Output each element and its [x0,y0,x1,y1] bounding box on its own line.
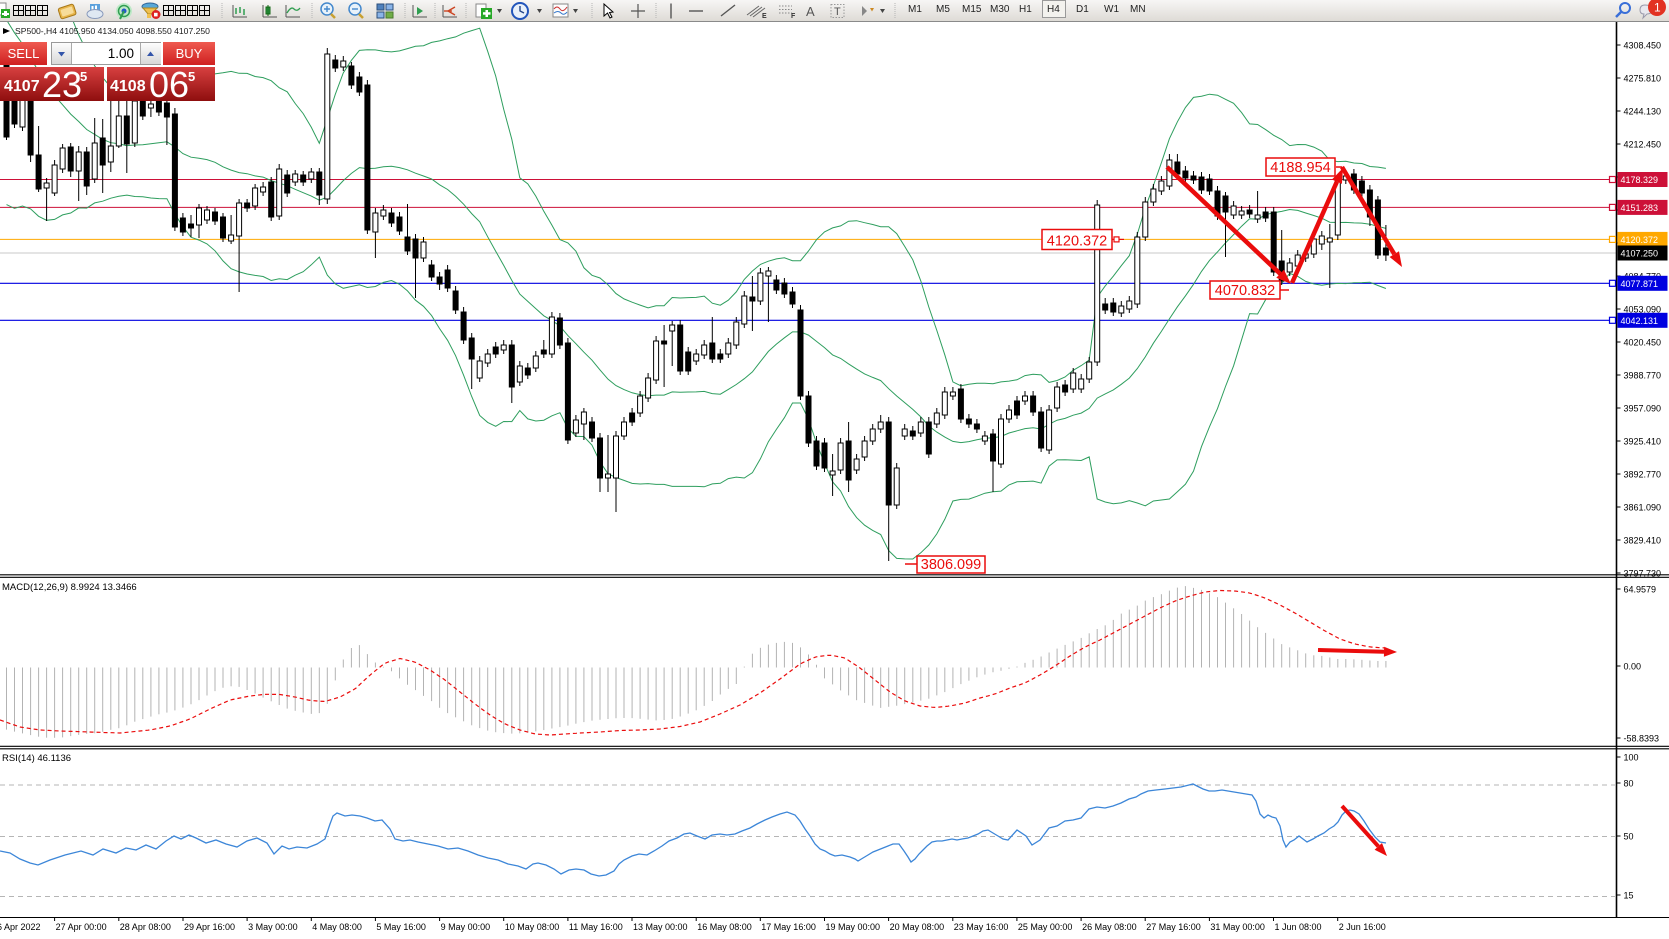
svg-text:MACD(12,26,9) 8.9924 13.3466: MACD(12,26,9) 8.9924 13.3466 [2,582,137,593]
svg-text:1: 1 [1654,1,1661,15]
svg-text:4244.130: 4244.130 [1624,107,1662,117]
svg-text:4188.954: 4188.954 [1270,160,1330,176]
svg-text:A: A [806,4,815,19]
svg-text:E: E [762,13,767,20]
svg-text:27 Apr 00:00: 27 Apr 00:00 [56,922,107,932]
svg-text:4107.250: 4107.250 [1621,249,1659,259]
svg-text:5 May 16:00: 5 May 16:00 [376,922,426,932]
svg-text:4212.450: 4212.450 [1624,140,1662,150]
svg-text:T: T [834,6,841,18]
svg-text:13 May 00:00: 13 May 00:00 [633,922,688,932]
svg-text:11 May 16:00: 11 May 16:00 [569,922,623,932]
svg-text:3797.730: 3797.730 [1624,569,1662,579]
svg-text:4042.131: 4042.131 [1621,316,1659,326]
svg-text:19 May 00:00: 19 May 00:00 [826,922,881,932]
svg-text:27 May 16:00: 27 May 16:00 [1146,922,1201,932]
svg-text:16 May 08:00: 16 May 08:00 [697,922,752,932]
svg-text:3 May 00:00: 3 May 00:00 [248,922,298,932]
svg-text:9 May 00:00: 9 May 00:00 [441,922,491,932]
svg-text:26 May 08:00: 26 May 08:00 [1082,922,1137,932]
svg-text:4151.283: 4151.283 [1621,203,1659,213]
svg-text:4053.090: 4053.090 [1624,305,1662,315]
svg-text:0.00: 0.00 [1624,662,1642,672]
svg-text:10 May 08:00: 10 May 08:00 [505,922,560,932]
svg-text:50: 50 [1624,832,1634,842]
svg-text:23 May 16:00: 23 May 16:00 [954,922,1009,932]
svg-text:-58.8393: -58.8393 [1624,734,1660,744]
svg-text:25 May 00:00: 25 May 00:00 [1018,922,1073,932]
svg-text:20 May 08:00: 20 May 08:00 [890,922,945,932]
svg-text:RSI(14) 46.1136: RSI(14) 46.1136 [2,753,71,764]
svg-text:4070.832: 4070.832 [1215,283,1275,299]
svg-text:3861.090: 3861.090 [1624,503,1662,513]
svg-text:26 Apr 2022: 26 Apr 2022 [0,922,41,932]
svg-text:SP500-,H4 4105.950 4134.050 4: SP500-,H4 4105.950 4134.050 4098.550 410… [15,26,210,36]
svg-text:F: F [791,13,796,20]
svg-text:4120.372: 4120.372 [1621,235,1659,245]
svg-text:1 Jun 08:00: 1 Jun 08:00 [1275,922,1322,932]
svg-text:3806.099: 3806.099 [921,557,981,573]
svg-text:4 May 08:00: 4 May 08:00 [312,922,362,932]
svg-text:3988.770: 3988.770 [1624,371,1662,381]
svg-text:4178.329: 4178.329 [1621,175,1659,185]
svg-text:4120.372: 4120.372 [1047,234,1107,250]
svg-text:31 May 00:00: 31 May 00:00 [1210,922,1265,932]
svg-text:4275.810: 4275.810 [1624,74,1662,84]
svg-text:3957.090: 3957.090 [1624,404,1662,414]
svg-text:3892.770: 3892.770 [1624,470,1662,480]
svg-text:4020.450: 4020.450 [1624,338,1662,348]
svg-text:100: 100 [1624,753,1639,763]
svg-text:3925.410: 3925.410 [1624,437,1662,447]
svg-text:64.9579: 64.9579 [1624,585,1657,595]
svg-text:4308.450: 4308.450 [1624,41,1662,51]
svg-text:2 Jun 16:00: 2 Jun 16:00 [1339,922,1386,932]
svg-text:80: 80 [1624,779,1634,789]
svg-text:29 Apr 16:00: 29 Apr 16:00 [184,922,235,932]
svg-text:15: 15 [1624,891,1634,901]
svg-text:3829.410: 3829.410 [1624,536,1662,546]
svg-text:17 May 16:00: 17 May 16:00 [761,922,816,932]
svg-text:28 Apr 08:00: 28 Apr 08:00 [120,922,171,932]
svg-text:4077.871: 4077.871 [1621,279,1659,289]
